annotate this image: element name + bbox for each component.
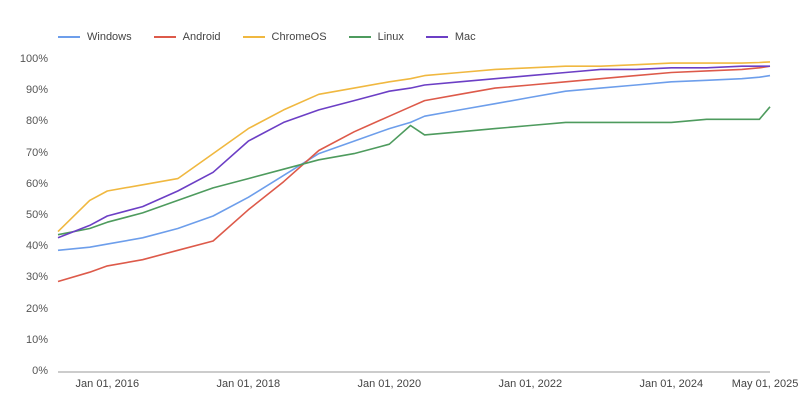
series-line-chromeos[interactable] bbox=[57, 61, 771, 233]
y-tick-label: 20% bbox=[25, 302, 48, 315]
linux-swatch bbox=[348, 36, 371, 38]
y-tick-label: 30% bbox=[25, 271, 48, 284]
x-tick-label: May 01, 2025 bbox=[731, 378, 799, 390]
y-tick-label: 0% bbox=[32, 365, 48, 377]
y-tick-label: 50% bbox=[25, 209, 48, 221]
legend-item-chromeos[interactable]: ChromeOS bbox=[242, 31, 327, 43]
x-tick-label: Jan 01, 2022 bbox=[498, 378, 563, 390]
y-tick-label: 80% bbox=[25, 115, 48, 128]
legend-item-windows[interactable]: Windows bbox=[58, 31, 132, 43]
x-tick-label: Jan 01, 2018 bbox=[216, 378, 281, 390]
legend-item-android[interactable]: Android bbox=[153, 31, 221, 43]
legend: Windows Android ChromeOS Linux Mac bbox=[58, 31, 476, 43]
legend-item-mac[interactable]: Mac bbox=[425, 31, 476, 43]
windows-swatch bbox=[58, 36, 80, 38]
y-tick-label: 100% bbox=[19, 53, 48, 65]
series-line-mac[interactable] bbox=[57, 65, 770, 239]
y-tick-label: 60% bbox=[25, 177, 48, 190]
y-tick-label: 10% bbox=[25, 333, 48, 346]
x-tick-label: Jan 01, 2020 bbox=[357, 378, 422, 390]
android-swatch bbox=[153, 36, 176, 38]
mac-swatch bbox=[425, 36, 448, 38]
x-tick-label: Jan 01, 2024 bbox=[639, 378, 704, 390]
chromeos-swatch bbox=[242, 36, 265, 38]
legend-item-linux[interactable]: Linux bbox=[348, 31, 404, 43]
x-tick-label: Jan 01, 2016 bbox=[75, 378, 140, 390]
series-line-windows[interactable] bbox=[57, 74, 771, 252]
y-tick-label: 40% bbox=[25, 240, 48, 253]
series-line-android[interactable] bbox=[57, 65, 771, 283]
y-tick-label: 90% bbox=[25, 84, 48, 97]
y-tick-label: 70% bbox=[25, 146, 48, 159]
series-line-linux[interactable] bbox=[57, 106, 771, 236]
